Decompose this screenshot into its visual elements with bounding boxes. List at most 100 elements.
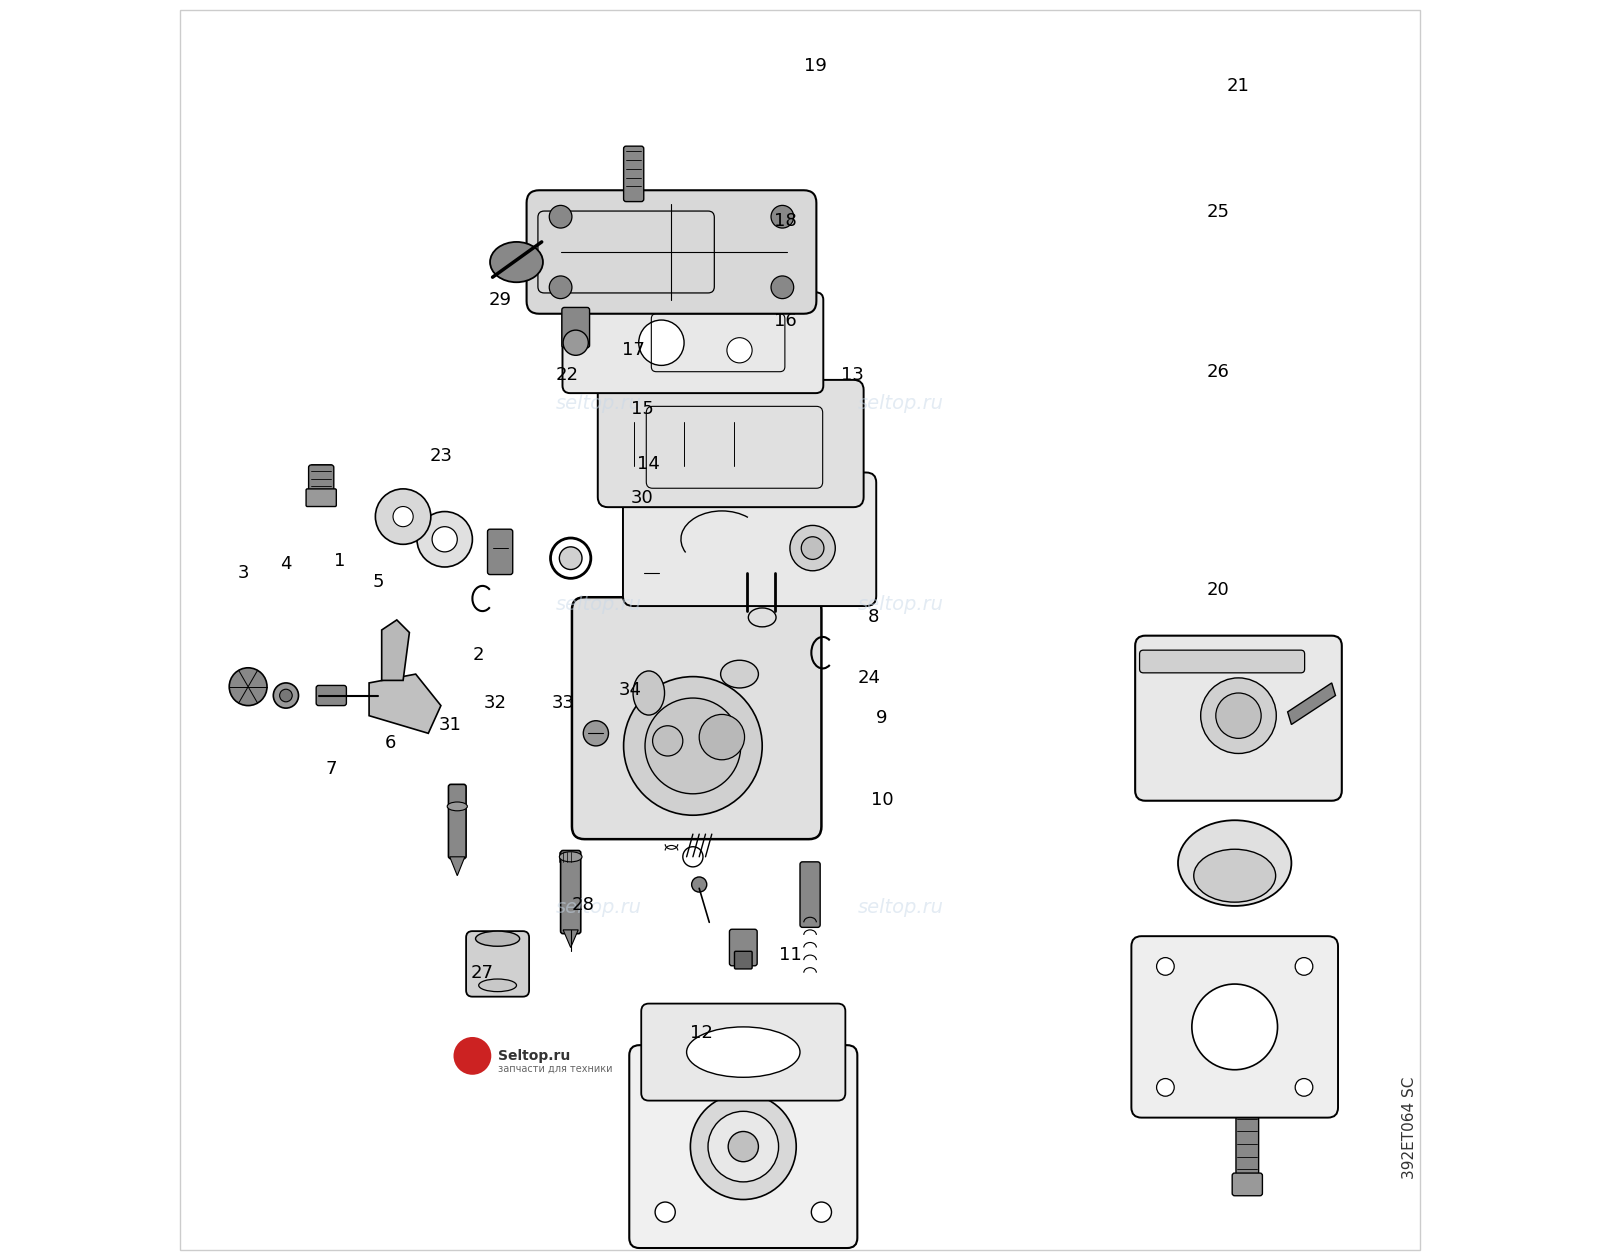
Text: 31: 31: [438, 716, 461, 733]
Text: 13: 13: [842, 367, 864, 384]
FancyBboxPatch shape: [488, 529, 512, 575]
Circle shape: [653, 726, 683, 756]
Ellipse shape: [749, 563, 776, 582]
Ellipse shape: [490, 242, 542, 282]
Text: 392ET064 SC: 392ET064 SC: [1402, 1076, 1418, 1179]
Circle shape: [637, 558, 667, 588]
Text: seltop.ru: seltop.ru: [555, 595, 642, 615]
Circle shape: [453, 1037, 491, 1075]
Circle shape: [638, 320, 685, 365]
Text: 4: 4: [280, 556, 291, 573]
Polygon shape: [1288, 683, 1336, 724]
Text: 23: 23: [429, 447, 453, 465]
Text: 33: 33: [552, 694, 574, 712]
Circle shape: [1157, 958, 1174, 975]
Text: 32: 32: [483, 694, 507, 712]
Text: 19: 19: [803, 57, 827, 74]
Circle shape: [645, 698, 741, 794]
FancyBboxPatch shape: [800, 862, 821, 927]
FancyBboxPatch shape: [1134, 635, 1342, 801]
Text: запчасти для техники: запчасти для техники: [498, 1063, 613, 1074]
Circle shape: [1294, 958, 1314, 975]
Ellipse shape: [475, 931, 520, 946]
Ellipse shape: [560, 852, 582, 862]
FancyBboxPatch shape: [1139, 650, 1304, 673]
Ellipse shape: [749, 607, 776, 627]
Text: 25: 25: [1206, 203, 1230, 220]
Text: 2: 2: [474, 646, 485, 664]
Circle shape: [624, 677, 762, 815]
Text: 7: 7: [325, 760, 338, 777]
Circle shape: [709, 1111, 779, 1182]
Text: 12: 12: [690, 1024, 714, 1042]
Circle shape: [549, 205, 571, 228]
Text: 27: 27: [470, 964, 494, 982]
FancyBboxPatch shape: [642, 1003, 845, 1101]
Text: seltop.ru: seltop.ru: [858, 595, 944, 615]
Circle shape: [654, 1071, 675, 1091]
Text: 11: 11: [779, 946, 802, 964]
Text: 17: 17: [622, 341, 645, 359]
Text: 18: 18: [773, 212, 797, 229]
Ellipse shape: [1194, 849, 1275, 902]
Circle shape: [432, 527, 458, 552]
Polygon shape: [382, 620, 410, 680]
Text: 1: 1: [334, 552, 346, 570]
Text: Seltop.ru: Seltop.ru: [498, 1048, 570, 1063]
Circle shape: [229, 668, 267, 706]
Circle shape: [1200, 678, 1277, 753]
Circle shape: [274, 683, 299, 708]
FancyBboxPatch shape: [1235, 1106, 1259, 1192]
Circle shape: [376, 489, 430, 544]
Polygon shape: [370, 674, 442, 733]
FancyBboxPatch shape: [466, 931, 530, 997]
FancyBboxPatch shape: [317, 685, 347, 706]
Text: 3: 3: [237, 564, 250, 582]
Circle shape: [654, 1202, 675, 1222]
Ellipse shape: [1178, 820, 1291, 906]
Ellipse shape: [448, 803, 467, 811]
Text: 20: 20: [1206, 581, 1230, 598]
Text: 26: 26: [1206, 363, 1230, 381]
Circle shape: [811, 1202, 832, 1222]
Text: 24: 24: [858, 669, 882, 687]
Text: seltop.ru: seltop.ru: [555, 897, 642, 917]
FancyBboxPatch shape: [622, 472, 877, 606]
Text: 14: 14: [637, 455, 661, 472]
FancyBboxPatch shape: [526, 190, 816, 314]
FancyBboxPatch shape: [598, 381, 864, 507]
Circle shape: [691, 877, 707, 892]
FancyBboxPatch shape: [448, 784, 466, 859]
Text: 16: 16: [773, 312, 797, 330]
FancyBboxPatch shape: [734, 951, 752, 969]
Circle shape: [280, 689, 293, 702]
Ellipse shape: [478, 979, 517, 992]
Text: 28: 28: [571, 896, 595, 913]
FancyBboxPatch shape: [562, 307, 589, 348]
Circle shape: [418, 512, 472, 567]
FancyBboxPatch shape: [563, 292, 824, 393]
Text: 29: 29: [488, 291, 512, 309]
Circle shape: [1216, 693, 1261, 738]
Text: 15: 15: [630, 401, 654, 418]
Circle shape: [584, 721, 608, 746]
Circle shape: [771, 205, 794, 228]
Circle shape: [726, 338, 752, 363]
Text: 5: 5: [373, 573, 384, 591]
FancyBboxPatch shape: [629, 1046, 858, 1247]
FancyBboxPatch shape: [624, 146, 643, 202]
Circle shape: [1157, 1079, 1174, 1096]
Text: seltop.ru: seltop.ru: [555, 393, 642, 413]
Text: seltop.ru: seltop.ru: [858, 393, 944, 413]
FancyBboxPatch shape: [560, 850, 581, 934]
Circle shape: [560, 547, 582, 570]
Circle shape: [728, 1131, 758, 1162]
Circle shape: [394, 507, 413, 527]
Ellipse shape: [1192, 984, 1277, 1070]
Text: 6: 6: [386, 735, 397, 752]
Circle shape: [802, 537, 824, 559]
Ellipse shape: [634, 670, 664, 714]
FancyBboxPatch shape: [571, 597, 821, 839]
FancyBboxPatch shape: [1131, 936, 1338, 1118]
Text: 10: 10: [870, 791, 893, 809]
